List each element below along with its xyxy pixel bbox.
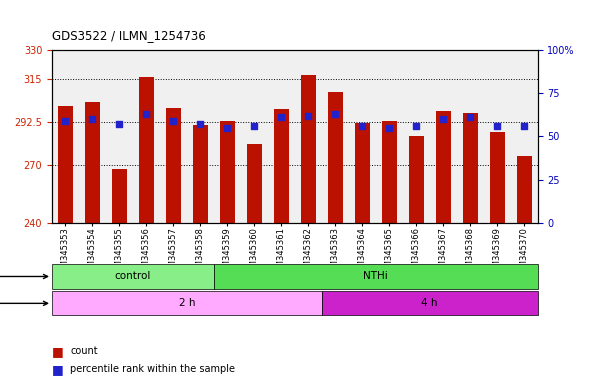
Bar xyxy=(247,144,262,223)
Text: time: time xyxy=(0,298,48,308)
Point xyxy=(357,123,367,129)
Point xyxy=(304,113,313,119)
Point xyxy=(276,114,286,121)
Text: control: control xyxy=(115,271,151,281)
Point xyxy=(196,121,205,127)
Point xyxy=(519,123,529,129)
Point xyxy=(60,118,70,124)
Bar xyxy=(436,111,451,223)
Bar xyxy=(214,264,538,289)
Bar xyxy=(139,77,154,223)
Bar xyxy=(220,121,235,223)
Bar xyxy=(355,123,370,223)
Text: count: count xyxy=(70,346,98,356)
Bar xyxy=(58,106,73,223)
Text: ■: ■ xyxy=(52,345,64,358)
Point xyxy=(222,125,232,131)
Point xyxy=(87,116,97,122)
Text: GDS3522 / ILMN_1254736: GDS3522 / ILMN_1254736 xyxy=(52,29,206,42)
Bar xyxy=(382,121,397,223)
Bar xyxy=(52,291,322,316)
Point xyxy=(114,121,124,127)
Point xyxy=(384,125,394,131)
Bar xyxy=(490,132,505,223)
Text: NTHi: NTHi xyxy=(364,271,388,281)
Point xyxy=(438,116,448,122)
Point xyxy=(466,114,475,121)
Text: percentile rank within the sample: percentile rank within the sample xyxy=(70,364,235,374)
Bar xyxy=(193,125,208,223)
Point xyxy=(142,111,152,117)
Bar xyxy=(301,75,316,223)
Point xyxy=(331,111,340,117)
Bar xyxy=(166,108,181,223)
Text: 4 h: 4 h xyxy=(422,298,438,308)
Point xyxy=(411,123,421,129)
Bar xyxy=(409,136,423,223)
Text: 2 h: 2 h xyxy=(178,298,195,308)
Bar xyxy=(322,291,538,316)
Point xyxy=(249,123,259,129)
Bar xyxy=(463,113,478,223)
Point xyxy=(492,123,502,129)
Bar xyxy=(85,102,100,223)
Text: ■: ■ xyxy=(52,363,64,376)
Bar xyxy=(517,156,532,223)
Bar xyxy=(328,92,343,223)
Text: agent: agent xyxy=(0,271,48,281)
Point xyxy=(169,118,178,124)
Bar xyxy=(112,169,127,223)
Bar xyxy=(274,109,289,223)
Bar xyxy=(52,264,214,289)
